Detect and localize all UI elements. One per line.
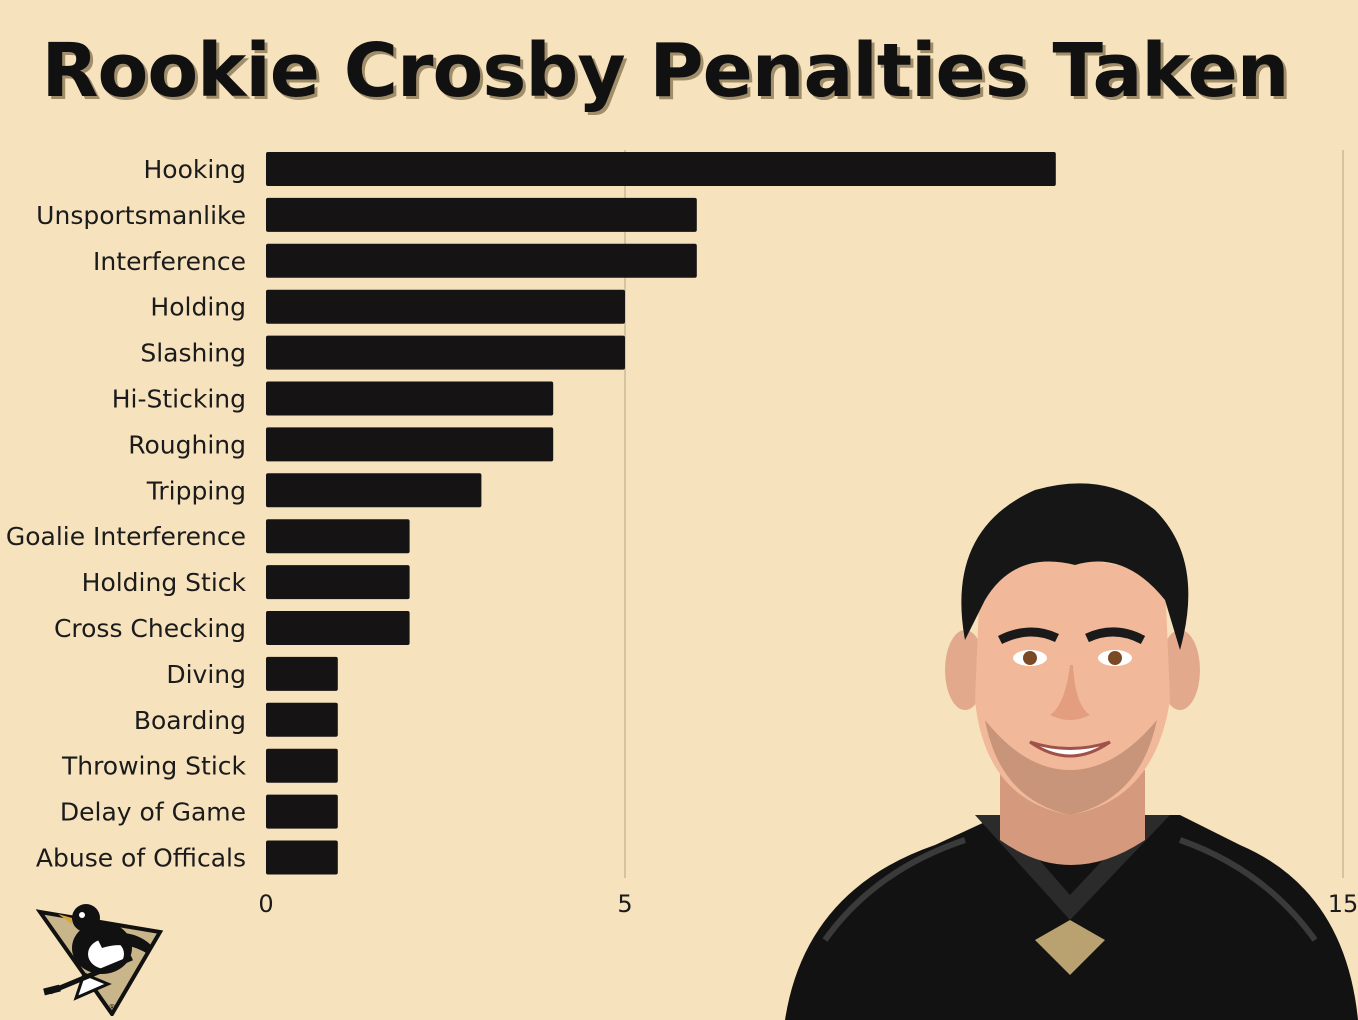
category-label: Cross Checking [54, 614, 246, 643]
category-label: Tripping [146, 476, 246, 505]
category-label: Goalie Interference [6, 522, 246, 551]
bar [266, 656, 338, 691]
category-label: Hi-Sticking [112, 385, 246, 414]
bar [266, 289, 625, 324]
category-label: Holding [150, 293, 246, 322]
bar [266, 519, 410, 554]
bar [266, 565, 410, 600]
x-tick-label: 5 [617, 890, 632, 918]
category-label: Abuse of Officals [36, 844, 246, 873]
category-label: Unsportsmanlike [36, 201, 246, 230]
bar [266, 702, 338, 737]
x-tick-label: 0 [258, 890, 273, 918]
category-label: Throwing Stick [61, 752, 247, 781]
bar [266, 381, 554, 416]
bar [266, 197, 697, 232]
category-label: Hooking [143, 155, 246, 184]
x-tick-labels: 0 5 15 [258, 890, 1358, 918]
bar [266, 794, 338, 829]
bar [266, 335, 625, 370]
category-label: Roughing [128, 430, 246, 459]
bar [266, 748, 338, 783]
category-label: Interference [93, 247, 246, 276]
bars [266, 152, 1056, 875]
category-label: Boarding [134, 706, 246, 735]
category-label: Holding Stick [82, 568, 247, 597]
penguins-logo: ® [36, 904, 164, 1016]
category-label: Delay of Game [60, 798, 246, 827]
bar [266, 473, 482, 508]
bar [266, 840, 338, 875]
bar [266, 243, 697, 278]
bar [266, 427, 554, 462]
chart-title: Rookie Crosby Penalties Taken [41, 28, 1290, 114]
player-portrait [785, 483, 1358, 1020]
bar [266, 611, 410, 645]
category-label: Slashing [140, 339, 246, 368]
svg-text:®: ® [108, 1003, 116, 1012]
category-labels: Hooking Unsportsmanlike Interference Holdin… [6, 155, 247, 873]
category-label: Diving [166, 660, 246, 689]
bar [266, 152, 1056, 186]
x-tick-label: 15 [1328, 890, 1358, 918]
